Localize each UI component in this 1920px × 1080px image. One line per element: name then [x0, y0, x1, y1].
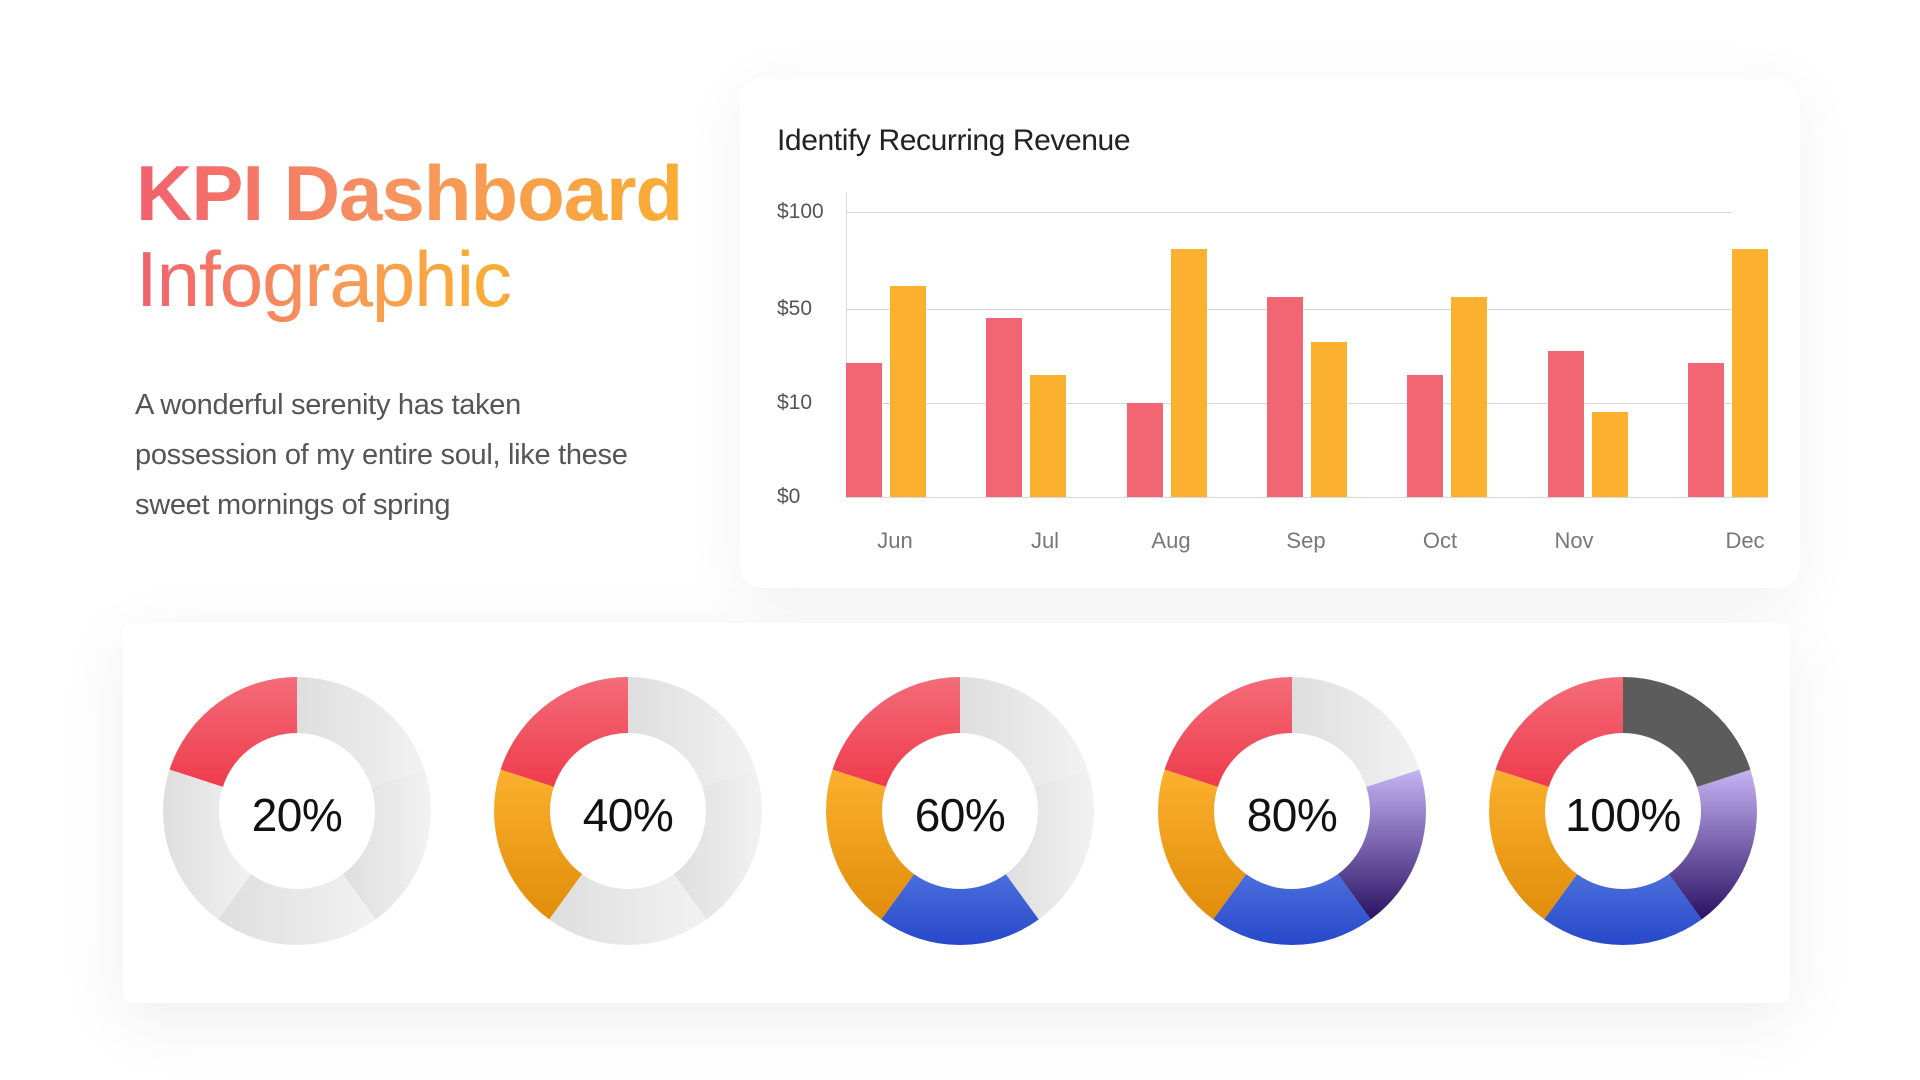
x-tick-label: Jul [1030, 528, 1060, 553]
bar-jun-series-1[interactable] [846, 363, 882, 497]
description-text: A wonderful serenity has taken possessio… [135, 389, 628, 521]
donut-segment-filled [169, 677, 297, 787]
donut-chart-1 [163, 677, 431, 945]
donut-segment-filled [1337, 769, 1426, 920]
x-tick-label: Aug [1151, 528, 1191, 553]
donut-segment-filled [1213, 874, 1371, 945]
donut-segment-empty [960, 677, 1088, 787]
y-tick-label: $10 [777, 391, 813, 414]
donut-percent-label: 40% [582, 789, 674, 841]
donut-segment-filled [1495, 677, 1623, 787]
donut-segment-filled [494, 769, 583, 920]
donut-segment-filled [881, 874, 1039, 945]
bar-jun-series-2[interactable] [890, 285, 926, 497]
y-tick-label: $100 [777, 200, 824, 223]
bar-sep-series-1[interactable] [1267, 297, 1303, 497]
donut-segment-filled [1489, 769, 1578, 920]
donut-percent-label: 80% [1246, 789, 1338, 841]
title-line-2: Infographic [136, 235, 512, 323]
x-tick-label: Oct [1422, 528, 1458, 553]
bar-oct-series-1[interactable] [1407, 374, 1443, 497]
donut-percent-label: 60% [914, 789, 1006, 841]
gridline [846, 212, 1732, 213]
donut-segment-filled [1544, 874, 1702, 945]
chart-title: Identify Recurring Revenue [777, 124, 1131, 157]
x-tick-label: Nov [1554, 528, 1594, 553]
donut-chart-3 [826, 677, 1094, 945]
donut-segment-filled [1623, 677, 1751, 787]
bar-aug-series-1[interactable] [1127, 403, 1163, 497]
bar-aug-series-2[interactable] [1171, 248, 1207, 497]
bar-jul-series-1[interactable] [986, 318, 1022, 497]
bar-nov-series-1[interactable] [1548, 351, 1584, 497]
x-tick-label: Sep [1286, 528, 1326, 553]
y-tick-label: $50 [777, 297, 813, 320]
x-tick-label: Jun [877, 528, 913, 553]
donut-segment-empty [218, 874, 376, 945]
donut-segment-empty [1292, 677, 1420, 787]
donut-segment-filled [1668, 769, 1757, 920]
donut-segment-empty [342, 769, 431, 920]
page-title: KPI Dashboard Infographic [136, 150, 696, 322]
donut-percent-label: 20% [251, 789, 343, 841]
donut-chart-2 [494, 677, 762, 945]
bar-dec-series-1[interactable] [1688, 363, 1724, 497]
donut-segment-filled [500, 677, 628, 787]
donut-segment-empty [1005, 769, 1094, 920]
donut-percent-label: 100% [1565, 789, 1681, 841]
donut-chart-5 [1489, 677, 1757, 945]
donut-segment-empty [549, 874, 707, 945]
donut-segment-filled [1158, 769, 1247, 920]
donut-segment-empty [673, 769, 762, 920]
x-tick-label: Dec [1725, 528, 1765, 553]
bar-nov-series-2[interactable] [1592, 412, 1628, 497]
bar-oct-series-2[interactable] [1451, 297, 1487, 497]
donut-segment-filled [1164, 677, 1292, 787]
donut-segment-empty [628, 677, 756, 787]
title-line-1: KPI Dashboard [136, 149, 683, 237]
gridline [846, 497, 1768, 498]
donut-segment-filled [826, 769, 915, 920]
y-axis-line [846, 192, 847, 497]
bar-dec-series-2[interactable] [1732, 248, 1768, 497]
donut-segment-empty [163, 769, 252, 920]
bar-sep-series-2[interactable] [1311, 341, 1347, 497]
donut-segment-empty [297, 677, 425, 787]
bar-jul-series-2[interactable] [1030, 374, 1066, 497]
y-tick-label: $0 [777, 485, 801, 508]
donut-chart-4 [1158, 677, 1426, 945]
donut-segment-filled [832, 677, 960, 787]
